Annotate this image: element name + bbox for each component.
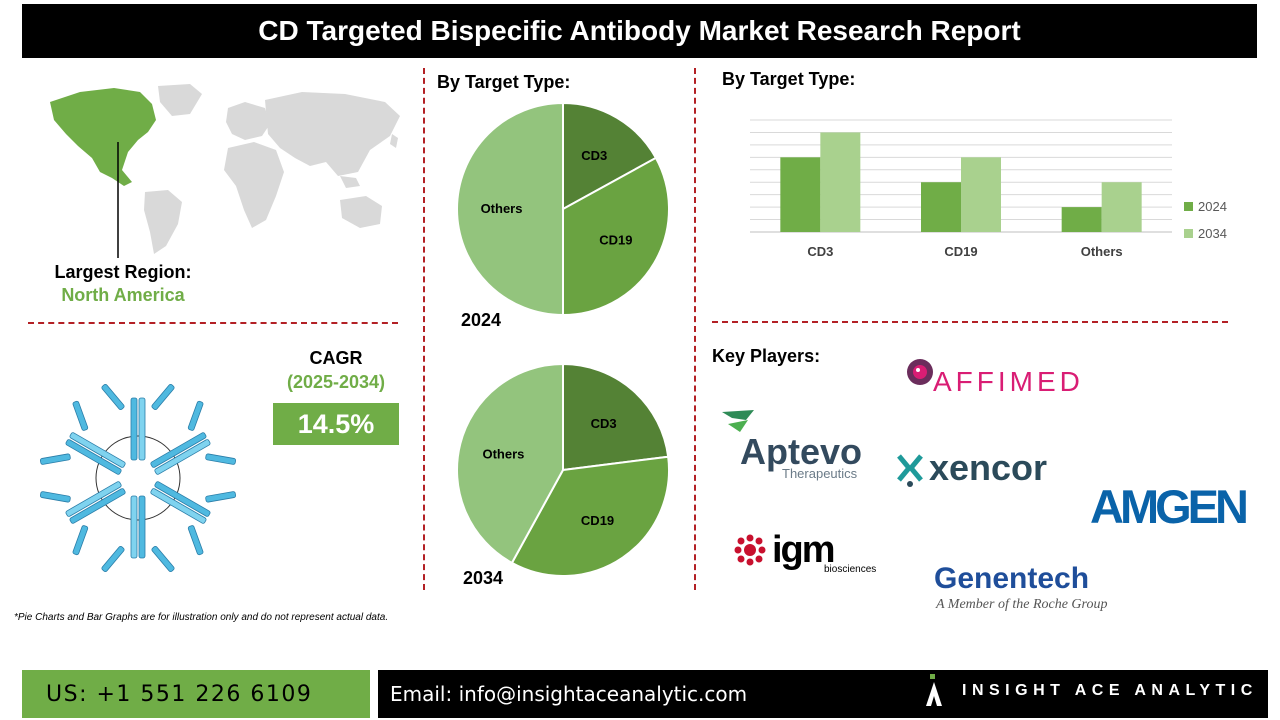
insight-ace-logo-icon <box>926 674 942 706</box>
igm-logo[interactable]: igm biosciences <box>730 528 888 578</box>
pie-label-cd19: CD19 <box>599 232 632 247</box>
legend-swatch-2024 <box>1184 202 1193 211</box>
legend-label-2024: 2024 <box>1198 199 1227 214</box>
pie-label-cd3: CD3 <box>591 416 617 431</box>
north-america-shape <box>50 88 156 186</box>
pie-slice-cd19 <box>562 156 670 317</box>
world-map <box>50 84 400 258</box>
disclaimer-text: *Pie Charts and Bar Graphs are for illus… <box>14 612 389 623</box>
report-title: CD Targeted Bispecific Antibody Market R… <box>22 4 1257 58</box>
bar-cd3-2024 <box>780 157 821 232</box>
aptevo-logo[interactable]: Aptevo Therapeutics <box>718 406 878 484</box>
svg-text:xencor: xencor <box>929 447 1047 488</box>
bar-others-2024 <box>1061 207 1102 232</box>
svg-text:Therapeutics: Therapeutics <box>782 466 858 481</box>
legend-label-2034: 2034 <box>1198 226 1227 241</box>
pie-label-cd19: CD19 <box>581 513 614 528</box>
footer-phone[interactable]: US: +1 551 226 6109 <box>22 670 370 718</box>
pie-label-cd3: CD3 <box>581 148 607 163</box>
divider-players <box>712 321 1228 323</box>
pie-section-title: By Target Type: <box>437 72 571 92</box>
svg-text:A Member of the Roche Group: A Member of the Roche Group <box>935 597 1107 612</box>
pie-slice-cd3 <box>562 101 658 211</box>
pie-label-others: Others <box>482 447 524 462</box>
divider-right <box>694 68 696 590</box>
bar-cd19-2034 <box>961 157 1001 232</box>
footer-email-bar: Email: info@insightaceanalytic.com INSIG… <box>378 670 1268 718</box>
svg-text:biosciences: biosciences <box>824 564 876 575</box>
pie-slice-others <box>456 362 564 565</box>
pie-year-2024: 2024 <box>461 310 502 330</box>
cagr-label: CAGR <box>309 348 363 368</box>
pie-chart-2034: CD3 CD19 Others <box>456 362 670 577</box>
genentech-logo[interactable]: Genentech A Member of the Roche Group <box>930 558 1140 616</box>
xencor-logo[interactable]: xencor <box>893 444 1083 494</box>
svg-text:igm: igm <box>772 529 834 571</box>
x-tick-label: CD3 <box>807 244 833 259</box>
pie-slice-cd19 <box>510 455 670 577</box>
x-tick-label: Others <box>1081 244 1123 259</box>
pie-label-others: Others <box>481 201 523 216</box>
divider-region <box>28 322 398 324</box>
legend-swatch-2034 <box>1184 229 1193 238</box>
x-tick-label: CD19 <box>944 244 977 259</box>
bar-cd3-2034 <box>820 132 861 232</box>
svg-text:Aptevo: Aptevo <box>740 431 862 472</box>
affimed-logo[interactable]: AFFIMED <box>903 356 1135 396</box>
bar-section-title: By Target Type: <box>722 69 856 89</box>
bar-chart: CD3 CD19 Others 2024 2034 <box>750 119 1227 259</box>
svg-text:AFFIMED: AFFIMED <box>933 366 1084 396</box>
footer-brand: INSIGHT ACE ANALYTIC <box>962 682 1258 699</box>
largest-region-value: North America <box>61 285 185 305</box>
bar-cd19-2024 <box>921 182 961 232</box>
svg-text:AMGEN: AMGEN <box>1090 480 1246 530</box>
cagr-value: 14.5% <box>273 403 399 445</box>
footer-email[interactable]: Email: info@insightaceanalytic.com <box>390 682 748 706</box>
largest-region-label: Largest Region: <box>54 262 192 282</box>
svg-text:Genentech: Genentech <box>934 562 1089 595</box>
pie-slice-others <box>456 101 564 317</box>
cagr-period: (2025-2034) <box>286 372 386 392</box>
pie-slice-cd3 <box>562 362 670 472</box>
bar-others-2034 <box>1101 182 1142 232</box>
divider-left <box>423 68 425 590</box>
pie-chart-2024: CD3 CD19 Others <box>456 101 670 317</box>
antibody-illustration <box>38 383 238 573</box>
amgen-logo[interactable]: AMGEN <box>1088 480 1260 530</box>
key-players-label: Key Players: <box>712 346 821 366</box>
pie-year-2034: 2034 <box>463 568 504 588</box>
